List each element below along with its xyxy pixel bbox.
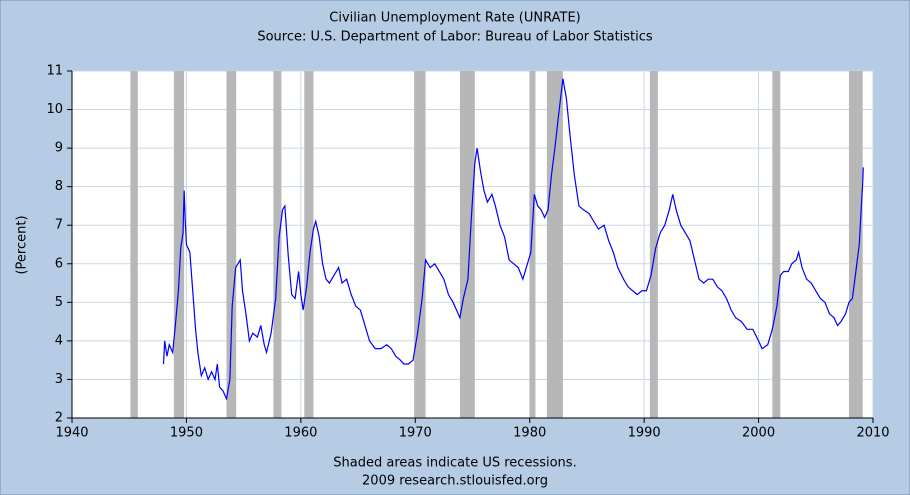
chart-subtitle: Source: U.S. Department of Labor: Bureau… [257, 30, 653, 45]
footnote: Shaded areas indicate US recessions. [333, 456, 576, 471]
y-tick-label: 2 [55, 411, 63, 426]
y-tick-label: 3 [55, 372, 63, 387]
footnote: 2009 research.stlouisfed.org [362, 474, 548, 489]
y-tick-label: 11 [46, 64, 63, 79]
y-axis-label: (Percent) [15, 215, 30, 274]
recession-band [459, 71, 475, 418]
recession-band [414, 71, 426, 418]
x-tick-label: 2000 [742, 426, 775, 441]
y-tick-label: 5 [55, 295, 63, 310]
data-line [162, 78, 864, 401]
x-tick-label: 1950 [170, 426, 203, 441]
x-tick-label: 1970 [399, 426, 432, 441]
recession-band [649, 71, 658, 418]
x-tick-label: 1980 [513, 426, 546, 441]
x-tick-label: 1990 [628, 426, 661, 441]
recession-band [173, 71, 185, 418]
recession-band [529, 71, 536, 418]
recession-band [130, 71, 138, 418]
recession-band [546, 71, 563, 418]
y-tick-label: 9 [55, 141, 63, 156]
recession-band [304, 71, 314, 418]
recession-band [848, 71, 863, 418]
x-tick-label: 1940 [55, 426, 88, 441]
recession-band [772, 71, 781, 418]
y-tick-label: 10 [46, 102, 63, 117]
plot-layer: 2 3 4 5 6 7 8 9 10 11 1940 1950 1960 1970 1980 1990 2000… [46, 64, 889, 441]
x-tick-label: 2010 [856, 426, 889, 441]
x-tick-label: 1960 [284, 426, 317, 441]
chart-title: Civilian Unemployment Rate (UNRATE) [329, 11, 580, 26]
y-tick-label: 8 [55, 179, 63, 194]
recession-band [226, 71, 237, 418]
y-tick-label: 4 [55, 333, 63, 348]
y-tick-label: 6 [55, 256, 63, 271]
recession-band [273, 71, 282, 418]
y-tick-label: 7 [55, 218, 63, 233]
